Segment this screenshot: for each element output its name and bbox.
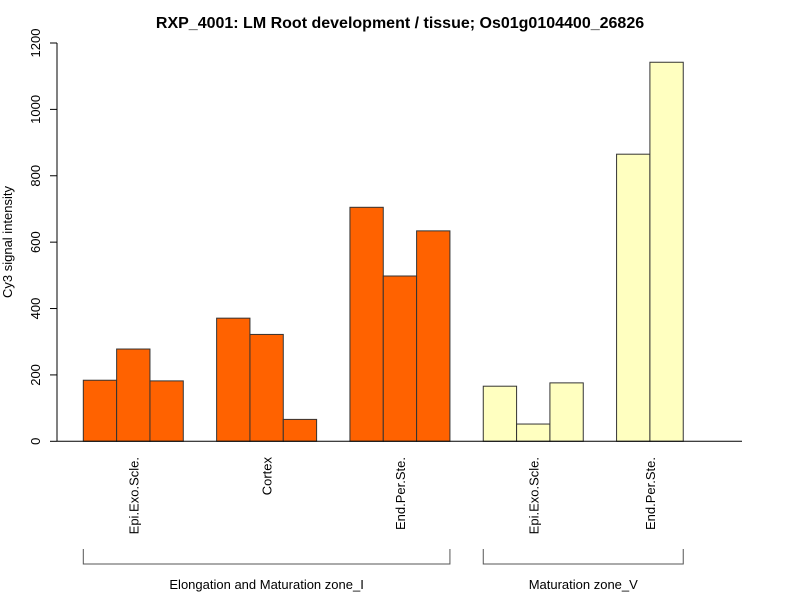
group-brackets: Elongation and Maturation zone_I Maturati… (82, 549, 684, 592)
y-tick-label: 200 (28, 364, 43, 386)
y-tick-label: 600 (28, 231, 43, 253)
group-bracket (482, 549, 684, 565)
y-tick-label: 1200 (28, 29, 43, 58)
bar (249, 333, 284, 442)
chart-title: RXP_4001: LM Root development / tissue; … (156, 15, 644, 32)
category-label: Epi.Exo.Scle. (526, 457, 541, 534)
category-label: Epi.Exo.Scle. (126, 457, 141, 534)
bar (349, 206, 384, 442)
y-tick-label: 0 (28, 438, 43, 445)
bars (82, 61, 684, 442)
y-tick-label: 1000 (28, 95, 43, 124)
bar (149, 380, 184, 442)
bar (116, 348, 151, 442)
bar (616, 153, 651, 442)
bar (382, 275, 418, 442)
category-label: Cortex (260, 457, 275, 496)
group-label: Elongation and Maturation zone_I (169, 577, 363, 592)
bar (416, 230, 451, 442)
bar (82, 379, 118, 442)
y-tick-label: 400 (28, 298, 43, 320)
group-label: Maturation zone_V (529, 577, 638, 592)
y-axis-label: Cy3 signal intensity (0, 186, 15, 298)
category-labels: Epi.Exo.Scle. Cortex End.Per.Ste. Epi.Exo.S… (126, 457, 658, 535)
bar (549, 382, 584, 442)
bar (649, 61, 684, 442)
y-axis: 0 200 400 600 800 1000 1200 (28, 29, 58, 445)
y-tick-label: 800 (28, 165, 43, 187)
category-label: End.Per.Ste. (643, 457, 658, 530)
category-label: End.Per.Ste. (393, 457, 408, 530)
bar (516, 423, 551, 442)
bar (282, 418, 318, 442)
bar (482, 385, 518, 442)
group-bracket (82, 549, 451, 565)
bar (216, 317, 251, 442)
